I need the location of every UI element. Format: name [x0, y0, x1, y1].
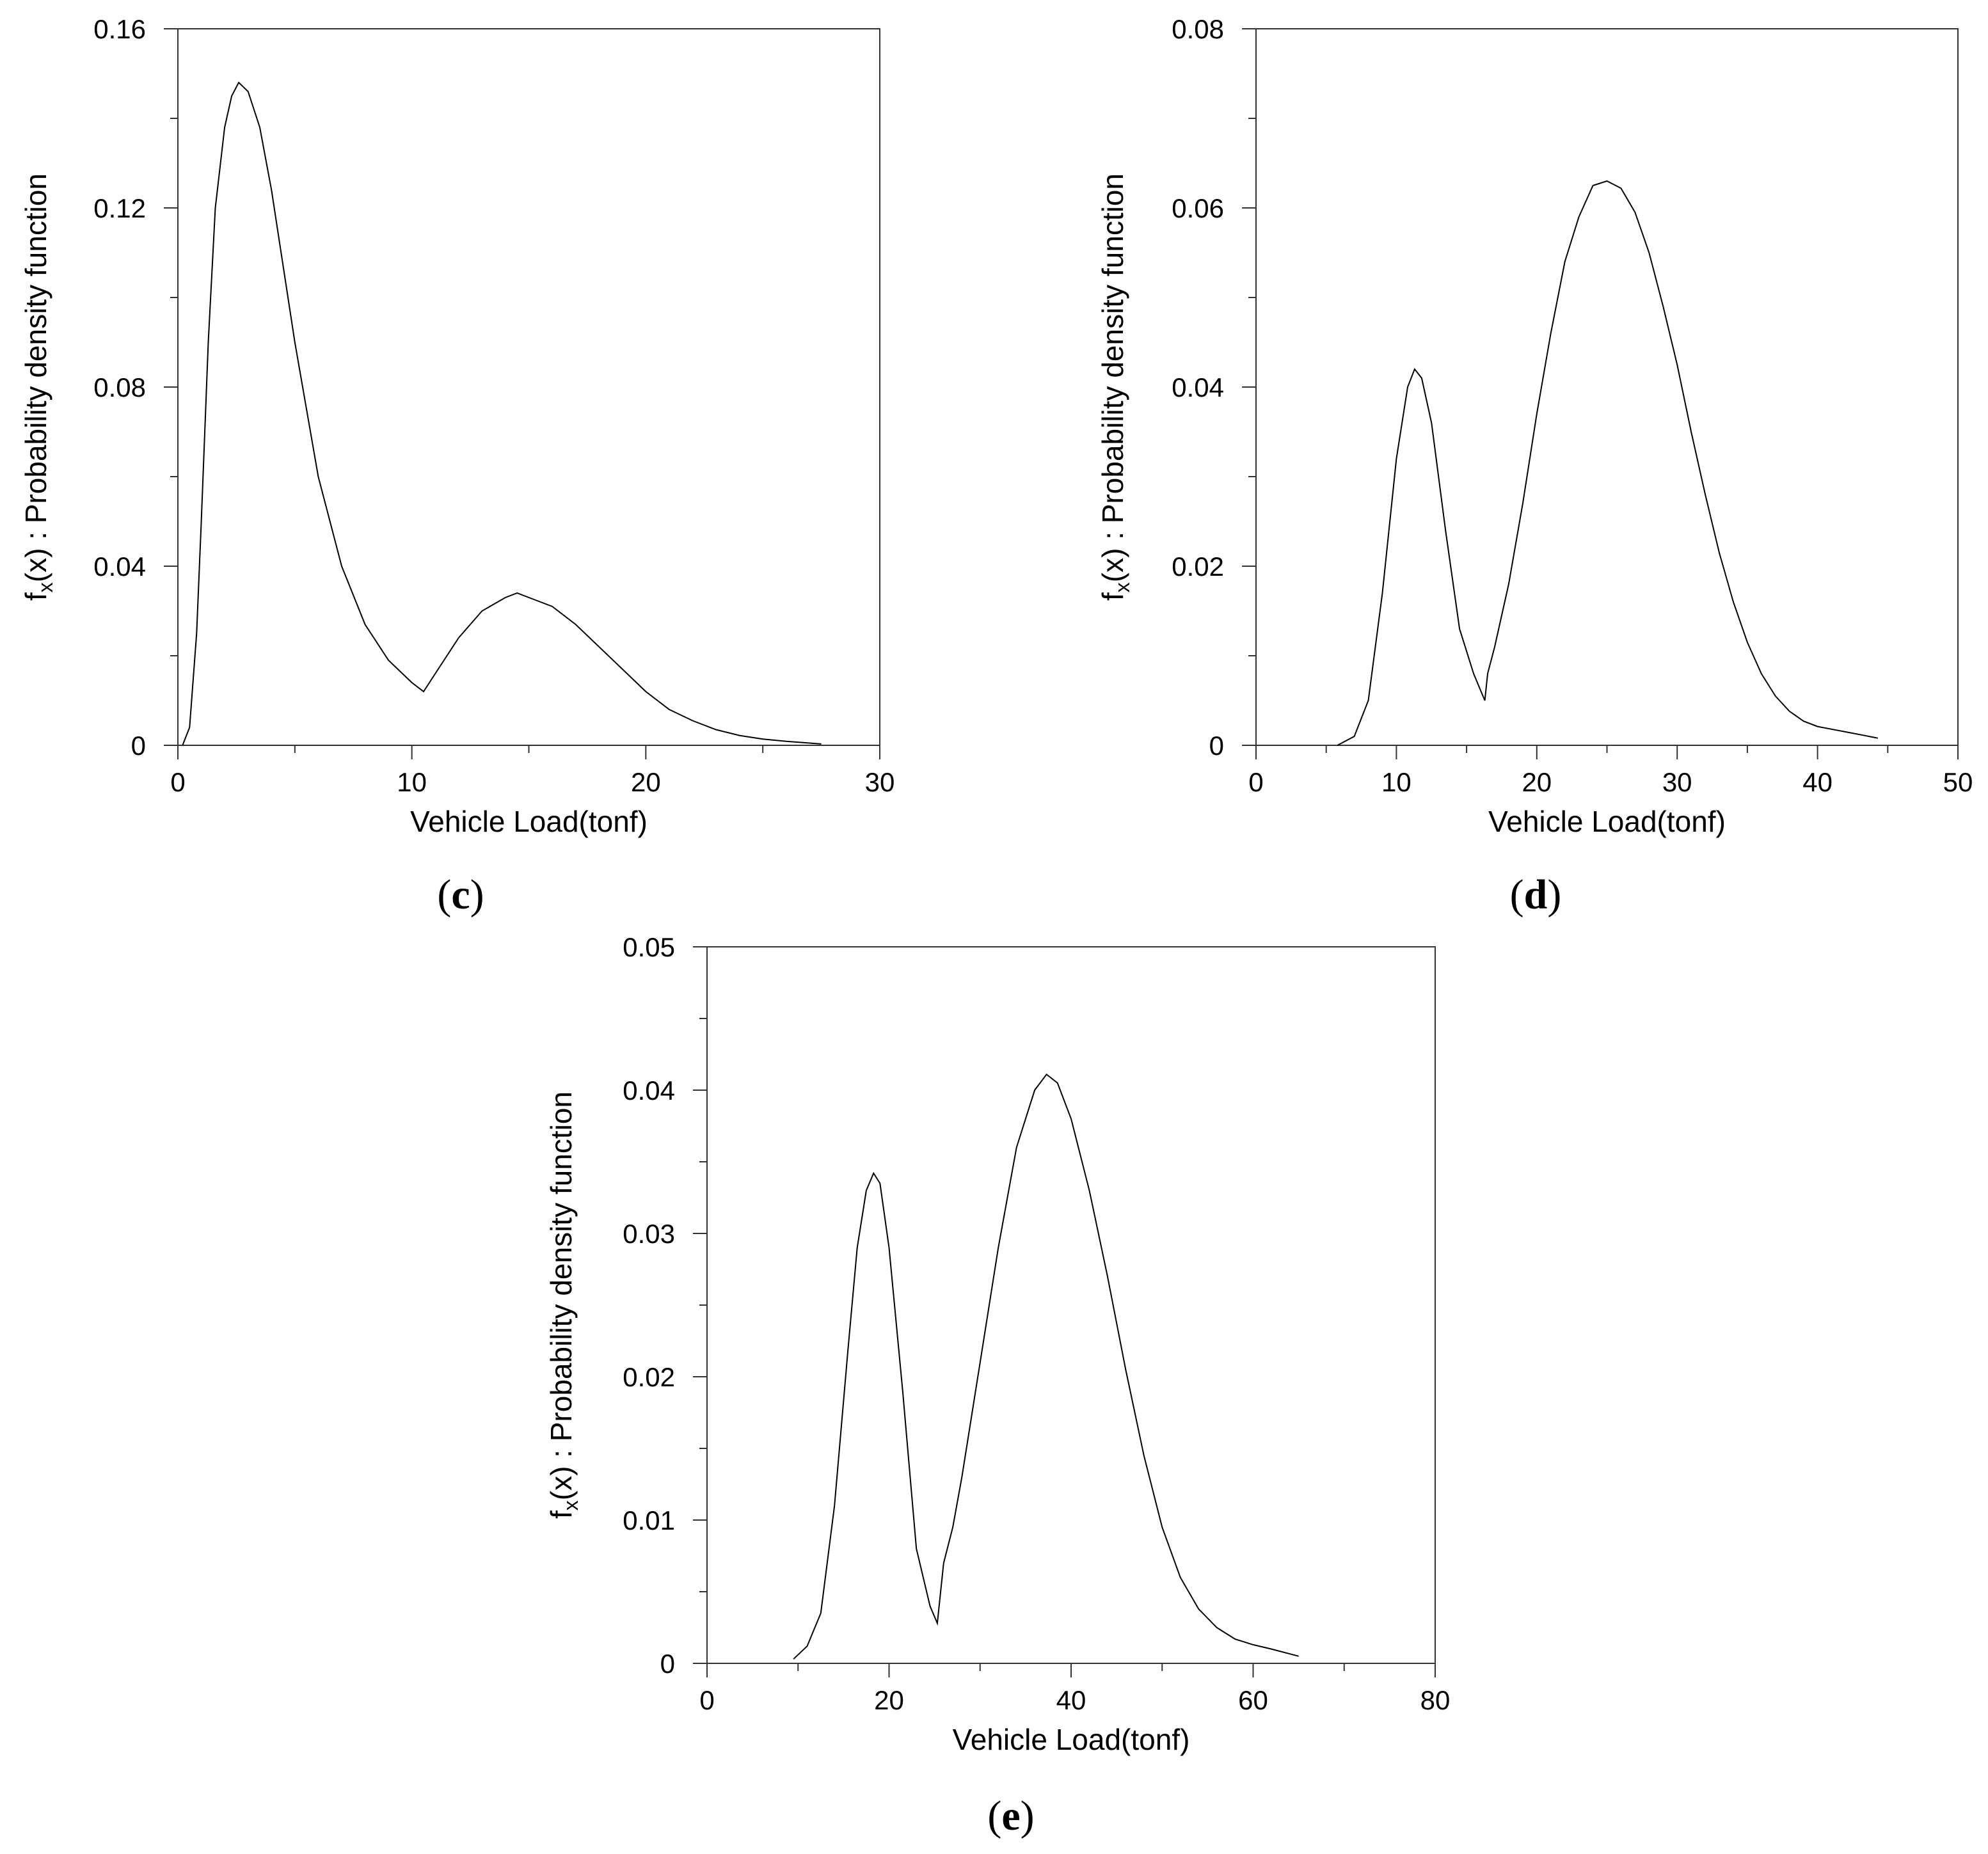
y-tick-label: 0.08: [93, 372, 146, 402]
plot-frame: [1255, 28, 1959, 746]
x-tick-label: 0: [1248, 767, 1263, 797]
y-tick-label: 0.04: [623, 1075, 675, 1105]
plot-frame: [177, 28, 880, 746]
x-tick-label: 80: [1420, 1685, 1451, 1715]
y-tick-label: 0.04: [1172, 372, 1224, 402]
y-tick-label: 0.04: [93, 551, 146, 582]
x-tick-label: 40: [1802, 767, 1833, 797]
y-tick-label: 0: [1209, 731, 1224, 761]
x-tick-label: 30: [1662, 767, 1692, 797]
y-tick-label: 0.01: [623, 1505, 675, 1535]
x-axis-title: Vehicle Load(tonf): [1488, 805, 1726, 838]
pdf-curve: [1337, 180, 1879, 746]
plot-frame: [706, 946, 1436, 1664]
panel-label: (c): [437, 871, 484, 918]
y-tick-label: 0: [660, 1649, 675, 1679]
chart-panel-e: 0 20 40 60 80 0 0.01 0.02 0.03 0.04 0.05 Vehicle Lo…: [545, 932, 1450, 1839]
x-tick-label: 50: [1943, 767, 1973, 797]
y-tick-label: 0.05: [623, 932, 675, 962]
x-tick-label: 10: [1381, 767, 1411, 797]
y-tick-label: 0.03: [623, 1219, 675, 1249]
x-tick-label: 0: [699, 1685, 714, 1715]
x-tick-label: 60: [1238, 1685, 1268, 1715]
y-tick-label: 0.02: [623, 1362, 675, 1392]
x-tick-label: 30: [865, 767, 895, 797]
y-axis-title: fx(x) : Probability density function: [19, 173, 57, 601]
x-tick-label: 20: [631, 767, 661, 797]
panel-label: (e): [987, 1793, 1034, 1839]
x-tick-label: 40: [1056, 1685, 1086, 1715]
x-tick-label: 20: [1522, 767, 1552, 797]
y-tick-label: 0.02: [1172, 551, 1224, 582]
y-tick-label: 0.08: [1172, 14, 1224, 44]
pdf-curve: [182, 81, 822, 746]
pdf-curve: [793, 1073, 1299, 1660]
y-axis-title: fx(x) : Probability density function: [545, 1091, 582, 1519]
x-axis-title: Vehicle Load(tonf): [410, 805, 648, 838]
y-axis-title: fx(x) : Probability density function: [1096, 173, 1134, 601]
chart-panel-c: 0 10 20 30 0 0.04 0.08 0.12 0.16 Vehicle Load(ton…: [19, 14, 895, 918]
x-axis-title: Vehicle Load(tonf): [953, 1723, 1190, 1756]
chart-panel-d: 0 10 20 30 40 50 0 0.02 0.04 0.06 0.08 Vehicle Load…: [1096, 14, 1973, 918]
y-tick-label: 0: [131, 731, 146, 761]
x-tick-label: 20: [874, 1685, 904, 1715]
y-tick-label: 0.16: [93, 14, 146, 44]
y-tick-label: 0.06: [1172, 193, 1224, 223]
panel-label: (d): [1510, 871, 1562, 918]
x-tick-label: 0: [170, 767, 185, 797]
x-tick-label: 10: [397, 767, 427, 797]
y-tick-label: 0.12: [93, 193, 146, 223]
